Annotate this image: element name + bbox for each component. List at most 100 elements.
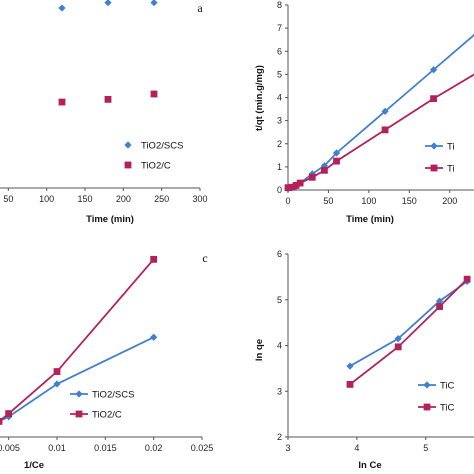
data-point [5, 410, 13, 418]
data-point [288, 183, 296, 191]
series-line-tio2-scs [349, 280, 468, 367]
legend-label: TiC [440, 381, 455, 392]
x-tick-label: 150 [402, 196, 417, 206]
panel-letter: a [197, 1, 203, 15]
legend-label: Ti [447, 142, 455, 153]
legend-marker [430, 164, 438, 172]
data-point [381, 107, 389, 115]
data-point [333, 157, 340, 165]
x-tick-label: 50 [323, 196, 333, 206]
data-point [104, 0, 112, 7]
data-point [58, 4, 66, 12]
data-point [292, 181, 300, 189]
data-point [430, 95, 437, 103]
legend-label: TiO2/SCS [92, 390, 134, 401]
x-tick-label: 50 [3, 194, 13, 204]
legend-marker [430, 142, 438, 150]
data-point [296, 179, 304, 187]
data-point [284, 184, 292, 192]
y-axis-label: ln qe [254, 339, 265, 361]
x-tick-label: 0 [285, 196, 290, 206]
y-tick-label: 6 [277, 46, 282, 56]
data-point [308, 173, 316, 181]
data-point [150, 255, 158, 263]
data-point [150, 333, 158, 341]
legend-label: TiO2/SCS [141, 141, 183, 152]
data-point [436, 303, 443, 311]
y-tick-label: 3 [277, 116, 282, 126]
x-tick-label: 300 [192, 194, 207, 204]
plot-area [0, 255, 158, 425]
y-tick-label: 2 [277, 139, 282, 149]
legend-label: Ti [447, 164, 455, 175]
x-tick-label: 200 [442, 196, 457, 206]
legend-marker [75, 390, 83, 398]
x-tick-label: 4 [354, 443, 359, 453]
y-tick-label: 5 [277, 69, 282, 79]
y-axis-label: t/qt (min.g/mg) [254, 65, 265, 131]
data-point [346, 362, 354, 370]
data-point [150, 0, 158, 7]
y-tick-label: 4 [277, 341, 282, 351]
y-tick-label: 0 [277, 185, 282, 195]
x-tick-label: 0.025 [191, 443, 214, 453]
data-point [381, 126, 389, 134]
legend-marker [75, 410, 83, 418]
chart-panel-c: 0.005 0.01 0.015 0.02 0.025 1/Ce c TiO2/SCS TiO2… [0, 251, 213, 471]
x-tick-label: 0.015 [94, 443, 117, 453]
legend-marker [423, 381, 431, 389]
plot-area [58, 0, 158, 106]
plot-area [346, 275, 471, 388]
x-tick-label: 0.02 [145, 443, 163, 453]
x-tick-label: 0.005 [0, 443, 20, 453]
data-point [332, 149, 341, 157]
legend-label: TiO2/C [92, 410, 122, 421]
series-line-tio2-scs [0, 336, 155, 422]
x-tick-label: 3 [285, 443, 290, 453]
y-tick-label: 8 [277, 0, 282, 10]
x-axis-label: 1/Ce [24, 460, 44, 471]
data-point [394, 335, 402, 343]
data-point [150, 90, 158, 98]
y-tick-label: 3 [277, 386, 282, 396]
data-point [463, 275, 471, 283]
y-tick-label: 5 [277, 295, 282, 305]
chart-panel-a: 50 100 150 200 250 300 Time (min) a TiO2/SCS TiO2… [0, 0, 208, 225]
legend-label: TiC [440, 403, 455, 414]
y-tick-label: 4 [277, 93, 282, 103]
y-tick-label: 6 [277, 249, 282, 259]
legend-label: TiO2/C [141, 161, 171, 172]
legend-marker [124, 161, 132, 169]
plot-area [284, 33, 474, 193]
data-point [320, 166, 328, 174]
data-point [394, 343, 402, 351]
data-point [0, 418, 3, 425]
data-point [346, 380, 354, 388]
x-tick-label: 200 [116, 194, 131, 204]
x-axis-label: Time (min) [346, 214, 394, 225]
data-point [104, 95, 112, 103]
x-tick-label: 100 [39, 194, 54, 204]
y-tick-label: 1 [277, 162, 282, 172]
data-point [53, 380, 61, 388]
y-tick-label: 2 [277, 432, 282, 442]
x-tick-label: 0.01 [48, 443, 66, 453]
series-line-tio2-c [349, 278, 468, 386]
data-point [53, 368, 61, 375]
data-point [58, 98, 66, 106]
x-tick-label: 250 [154, 194, 169, 204]
x-tick-label: 100 [361, 196, 376, 206]
chart-panel-b: 0 50 100 150 200 0 1 2 3 4 5 6 7 8 Time (min) t/qt (min… [254, 0, 474, 225]
legend-marker [423, 403, 431, 411]
panel-letter: c [202, 251, 207, 265]
x-tick-label: 150 [77, 194, 92, 204]
legend-marker [124, 141, 132, 149]
data-point [435, 297, 444, 305]
x-axis-label: ln Ce [358, 460, 381, 471]
series-line-tio2-c [0, 258, 155, 422]
x-axis-label: Time (min) [86, 214, 134, 225]
data-point [429, 66, 438, 74]
y-tick-label: 7 [277, 23, 282, 33]
